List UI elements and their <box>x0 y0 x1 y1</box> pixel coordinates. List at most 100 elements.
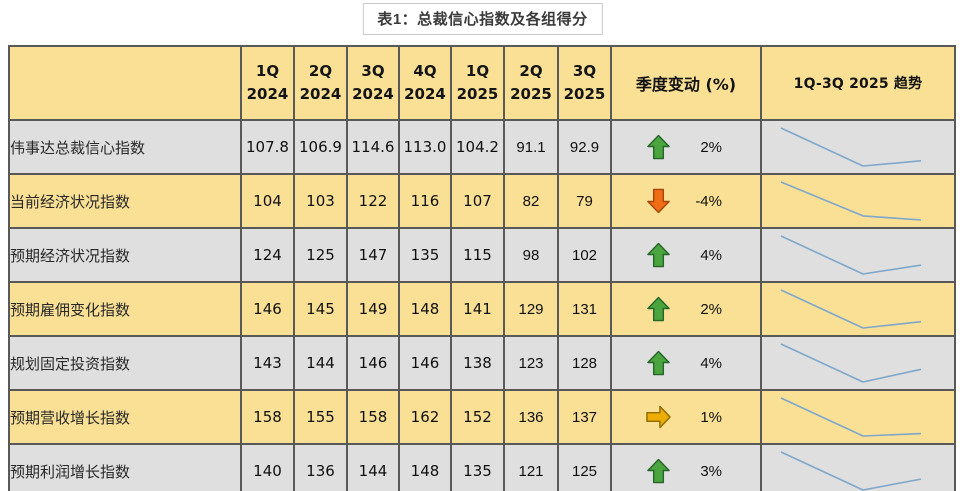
column-header-3q2025: 3Q 2025 <box>557 45 612 121</box>
value-cell: 155 <box>293 389 348 445</box>
down-arrow-icon <box>647 188 670 214</box>
value-cell: 79 <box>557 173 612 229</box>
trend-cell <box>760 389 956 445</box>
change-percent: 2% <box>700 300 722 318</box>
value-cell: 136 <box>503 389 559 445</box>
row-label: 预期经济状况指数 <box>8 227 242 283</box>
value-cell: 128 <box>557 335 612 391</box>
value-cell: 145 <box>293 281 348 337</box>
trend-cell <box>760 173 956 229</box>
trend-cell <box>760 119 956 175</box>
value-cell: 104.2 <box>450 119 505 175</box>
table-row: 规划固定投资指数 143 144 146 146 138 123 128 4% <box>8 335 956 391</box>
column-header-2q2025: 2Q 2025 <box>503 45 559 121</box>
value-cell: 162 <box>398 389 452 445</box>
row-label: 规划固定投资指数 <box>8 335 242 391</box>
value-cell: 113.0 <box>398 119 452 175</box>
value-cell: 129 <box>503 281 559 337</box>
trend-cell <box>760 335 956 391</box>
value-cell: 143 <box>240 335 295 391</box>
change-percent: 2% <box>700 138 722 156</box>
quarter-label: 4Q <box>413 61 437 80</box>
up-arrow-icon <box>647 242 670 268</box>
change-cell: 1% <box>610 389 762 445</box>
table-row: 预期营收增长指数 158 155 158 162 152 136 137 1% <box>8 389 956 445</box>
table-row: 预期经济状况指数 124 125 147 135 115 98 102 4% <box>8 227 956 283</box>
quarter-label: 1Q <box>465 61 490 80</box>
value-cell: 92.9 <box>557 119 612 175</box>
value-cell: 140 <box>240 443 295 491</box>
year-label: 2025 <box>563 85 606 103</box>
header-row: 1Q 2024 2Q 2024 3Q 2024 4Q 2024 1Q 2025 2Q 202… <box>8 45 956 121</box>
quarter-label: 1Q <box>255 61 280 80</box>
column-header-4q2024: 4Q 2024 <box>398 45 452 121</box>
year-label: 2024 <box>246 85 289 103</box>
value-cell: 123 <box>503 335 559 391</box>
right-arrow-icon <box>646 405 671 429</box>
up-arrow-icon <box>647 134 670 160</box>
value-cell: 141 <box>450 281 505 337</box>
trend-cell <box>760 281 956 337</box>
value-cell: 158 <box>240 389 295 445</box>
table-row: 伟事达总裁信心指数 107.8 106.9 114.6 113.0 104.2 … <box>8 119 956 175</box>
row-label: 预期利润增长指数 <box>8 443 242 491</box>
trend-cell <box>760 227 956 283</box>
value-cell: 106.9 <box>293 119 348 175</box>
value-cell: 103 <box>293 173 348 229</box>
column-header-2q2024: 2Q 2024 <box>293 45 348 121</box>
value-cell: 148 <box>398 443 452 491</box>
row-label: 伟事达总裁信心指数 <box>8 119 242 175</box>
table-title: 表1：总裁信心指数及各组得分 <box>362 3 603 35</box>
change-cell: 4% <box>610 335 762 391</box>
value-cell: 135 <box>450 443 505 491</box>
value-cell: 146 <box>346 335 400 391</box>
value-cell: 115 <box>450 227 505 283</box>
trend-sparkline <box>780 397 922 437</box>
value-cell: 147 <box>346 227 400 283</box>
value-cell: 124 <box>240 227 295 283</box>
value-cell: 116 <box>398 173 452 229</box>
value-cell: 107.8 <box>240 119 295 175</box>
value-cell: 144 <box>293 335 348 391</box>
year-label: 2024 <box>299 85 342 103</box>
value-cell: 82 <box>503 173 559 229</box>
trend-sparkline <box>780 343 922 383</box>
trend-sparkline <box>780 289 922 329</box>
year-label: 2024 <box>404 85 446 103</box>
value-cell: 125 <box>293 227 348 283</box>
value-cell: 98 <box>503 227 559 283</box>
row-label: 预期雇佣变化指数 <box>8 281 242 337</box>
table-row: 预期雇佣变化指数 146 145 149 148 141 129 131 2% <box>8 281 956 337</box>
value-cell: 121 <box>503 443 559 491</box>
year-label: 2025 <box>456 85 499 103</box>
column-header-1q2025: 1Q 2025 <box>450 45 505 121</box>
table-row: 当前经济状况指数 104 103 122 116 107 82 79 -4% <box>8 173 956 229</box>
change-percent: 3% <box>700 462 722 480</box>
value-cell: 114.6 <box>346 119 400 175</box>
trend-cell <box>760 443 956 491</box>
up-arrow-icon <box>647 458 670 484</box>
quarter-label: 2Q <box>519 61 543 80</box>
up-arrow-icon <box>647 296 670 322</box>
quarter-label: 2Q <box>308 61 333 80</box>
up-arrow-icon <box>647 350 670 376</box>
column-header-trend: 1Q-3Q 2025 趋势 <box>760 45 956 121</box>
value-cell: 91.1 <box>503 119 559 175</box>
year-label: 2024 <box>352 85 394 103</box>
value-cell: 131 <box>557 281 612 337</box>
change-percent: 4% <box>700 246 722 264</box>
column-header-1q2024: 1Q 2024 <box>240 45 295 121</box>
value-cell: 102 <box>557 227 612 283</box>
value-cell: 146 <box>398 335 452 391</box>
trend-sparkline <box>780 235 922 275</box>
trend-sparkline <box>780 451 922 491</box>
value-cell: 149 <box>346 281 400 337</box>
trend-sparkline <box>780 181 922 221</box>
row-label: 预期营收增长指数 <box>8 389 242 445</box>
change-cell: 4% <box>610 227 762 283</box>
table-row: 预期利润增长指数 140 136 144 148 135 121 125 3% <box>8 443 956 491</box>
value-cell: 125 <box>557 443 612 491</box>
value-cell: 148 <box>398 281 452 337</box>
change-cell: 2% <box>610 119 762 175</box>
